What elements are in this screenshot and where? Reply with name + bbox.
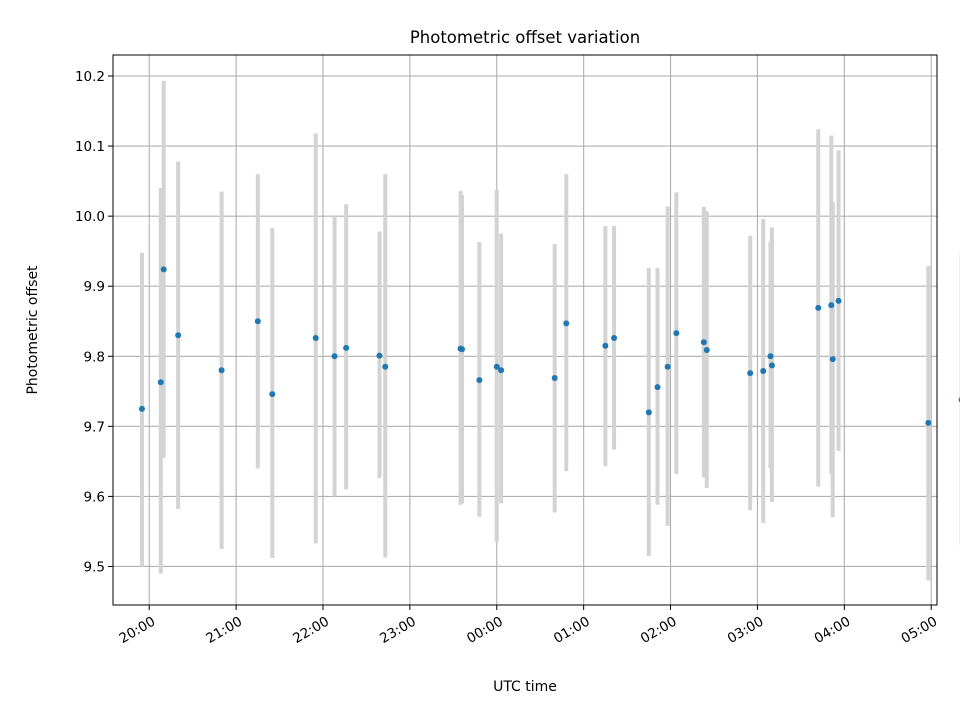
data-point: [673, 330, 680, 337]
y-tick-label: 9.8: [84, 349, 105, 365]
data-point: [925, 419, 932, 426]
data-point: [343, 344, 350, 351]
y-tick-label: 10.1: [75, 139, 105, 155]
y-tick-label: 9.6: [84, 489, 105, 505]
data-point: [138, 405, 145, 412]
data-point: [175, 332, 182, 339]
data-point: [747, 370, 754, 377]
y-tick-label: 9.7: [84, 419, 105, 435]
data-point: [459, 346, 466, 353]
chart-title: Photometric offset variation: [410, 28, 640, 47]
data-point: [645, 409, 652, 416]
x-axis-label: UTC time: [493, 679, 557, 695]
data-point: [563, 320, 570, 327]
data-point: [828, 302, 835, 309]
data-point: [160, 266, 167, 273]
data-point: [476, 377, 483, 384]
data-point: [602, 342, 609, 349]
y-tick-label: 10.2: [75, 69, 105, 85]
y-tick-label: 9.9: [84, 279, 105, 295]
data-point: [331, 353, 338, 360]
data-point: [700, 339, 707, 346]
data-point: [829, 356, 836, 363]
data-point: [157, 379, 164, 386]
data-point: [269, 391, 276, 398]
data-points: [138, 266, 960, 426]
data-point: [835, 297, 842, 304]
data-point: [551, 374, 558, 381]
data-point: [815, 304, 822, 311]
plot-frame: [112, 54, 938, 606]
data-point: [498, 367, 505, 374]
data-point: [664, 363, 671, 370]
data-point: [611, 335, 618, 342]
data-point: [376, 352, 383, 359]
data-point: [767, 353, 774, 360]
data-point: [493, 363, 500, 370]
data-point: [703, 346, 710, 353]
data-point: [654, 384, 661, 391]
y-axis-label: Photometric offset: [25, 265, 41, 395]
data-point: [760, 367, 767, 374]
data-point: [218, 367, 225, 374]
y-tick-label: 9.5: [84, 559, 105, 575]
data-point: [768, 362, 775, 369]
data-point: [254, 318, 261, 325]
data-point: [312, 335, 319, 342]
y-axis: 9.5 9.6 9.7 9.8 9.9 10.0 10.1 10.2: [75, 69, 113, 575]
data-point: [382, 363, 389, 370]
y-tick-label: 10.0: [75, 209, 105, 225]
grid: [113, 55, 937, 605]
